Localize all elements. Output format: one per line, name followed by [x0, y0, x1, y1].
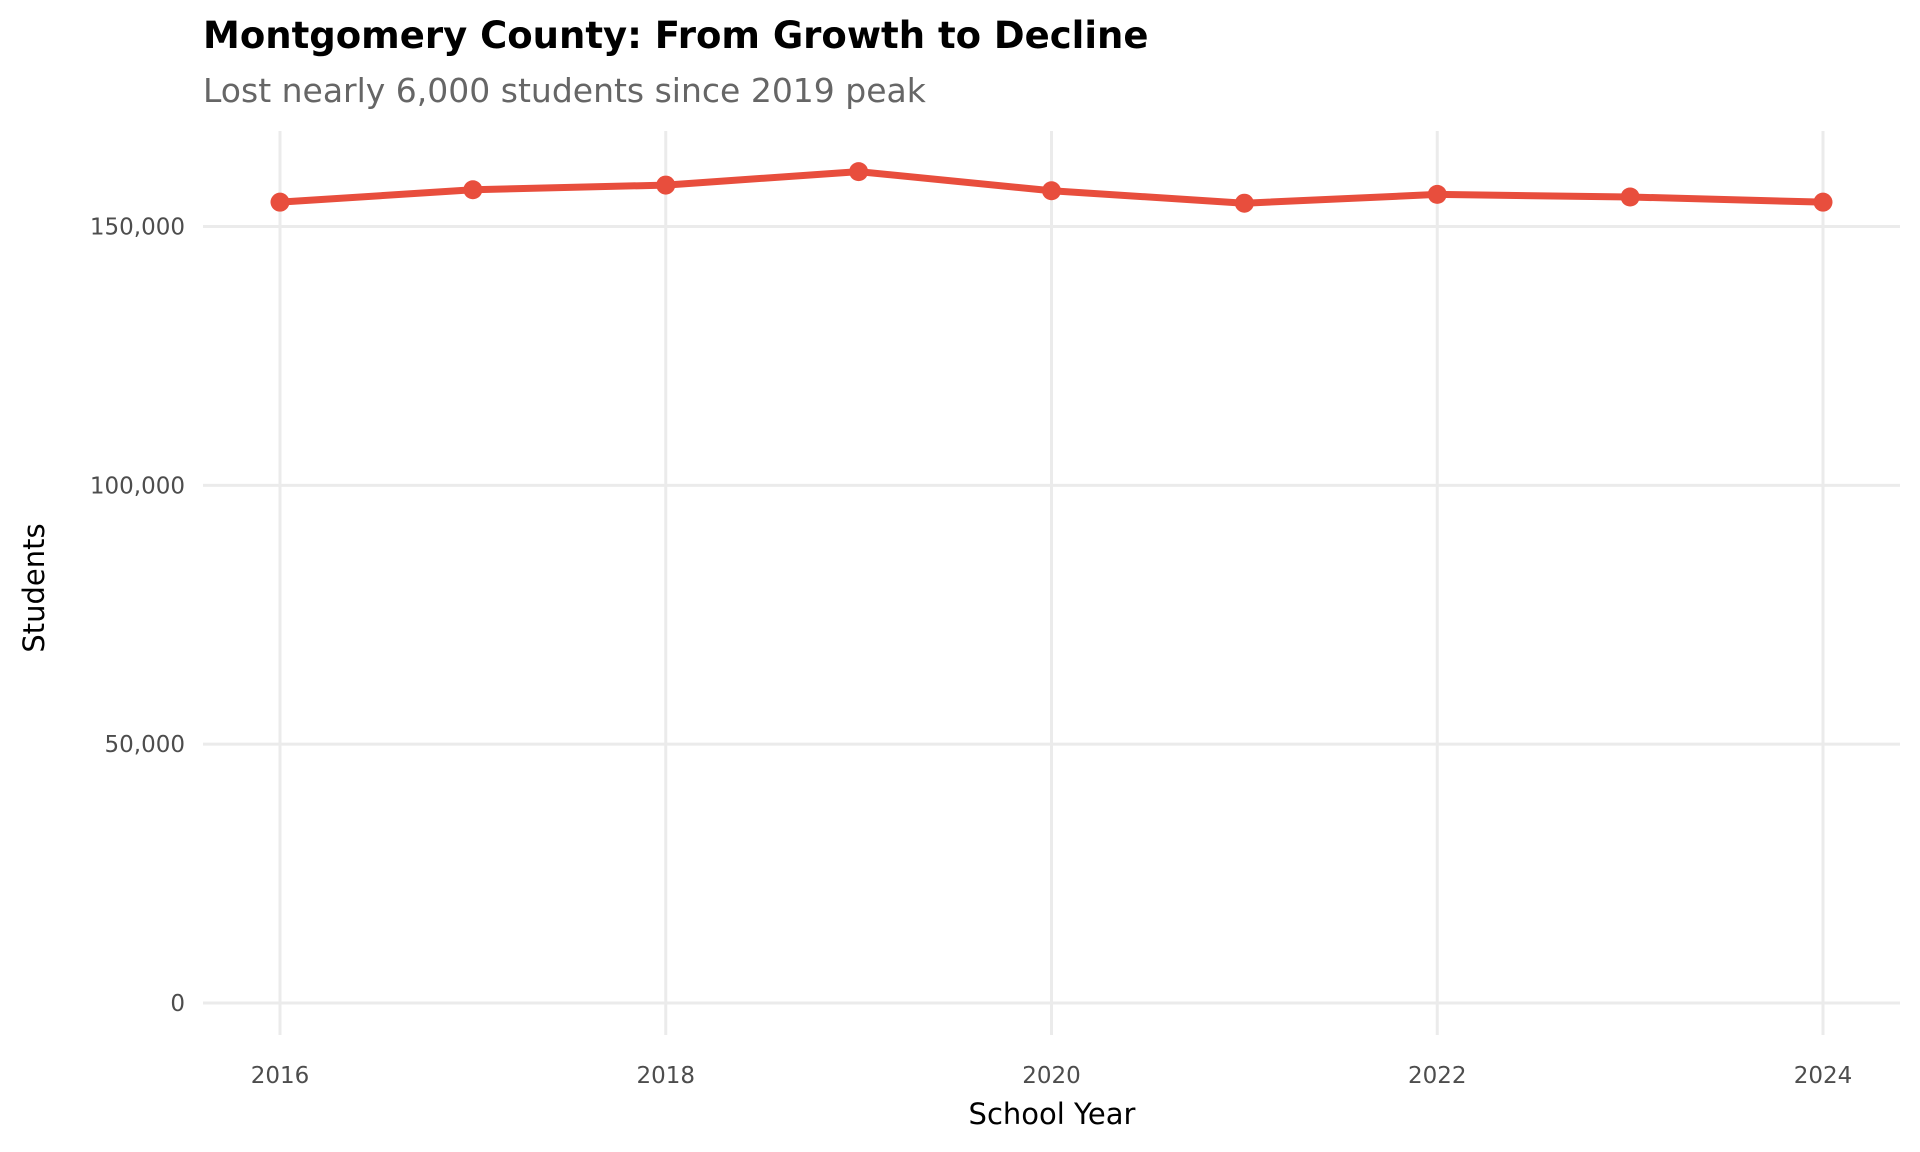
gridlines	[203, 131, 1900, 1035]
data-point	[270, 192, 290, 212]
x-axis-title: School Year	[969, 1097, 1136, 1131]
y-axis-ticks: 0 50,000 100,000 150,000	[90, 215, 185, 1018]
y-tick-label: 50,000	[105, 732, 185, 758]
series-layer	[270, 162, 1833, 213]
y-tick-label: 100,000	[90, 473, 185, 499]
chart-subtitle: Lost nearly 6,000 students since 2019 pe…	[203, 71, 927, 110]
data-point	[1620, 187, 1640, 207]
data-point	[849, 162, 869, 182]
y-tick-label: 150,000	[90, 215, 185, 241]
x-tick-label: 2024	[1794, 1063, 1853, 1089]
data-point	[656, 175, 676, 195]
chart-title: Montgomery County: From Growth to Declin…	[203, 14, 1148, 57]
x-tick-label: 2022	[1408, 1063, 1467, 1089]
x-axis-ticks: 2016 2018 2020 2022 2024	[251, 1063, 1853, 1089]
data-point	[1234, 193, 1254, 213]
y-tick-label: 0	[170, 991, 185, 1017]
data-point	[1042, 181, 1061, 201]
x-tick-label: 2016	[251, 1063, 310, 1089]
data-point	[463, 180, 483, 200]
data-point	[1427, 184, 1447, 204]
x-tick-label: 2018	[636, 1063, 695, 1089]
y-axis-title: Students	[17, 523, 51, 652]
data-point	[1813, 192, 1833, 212]
x-tick-label: 2020	[1022, 1063, 1081, 1089]
